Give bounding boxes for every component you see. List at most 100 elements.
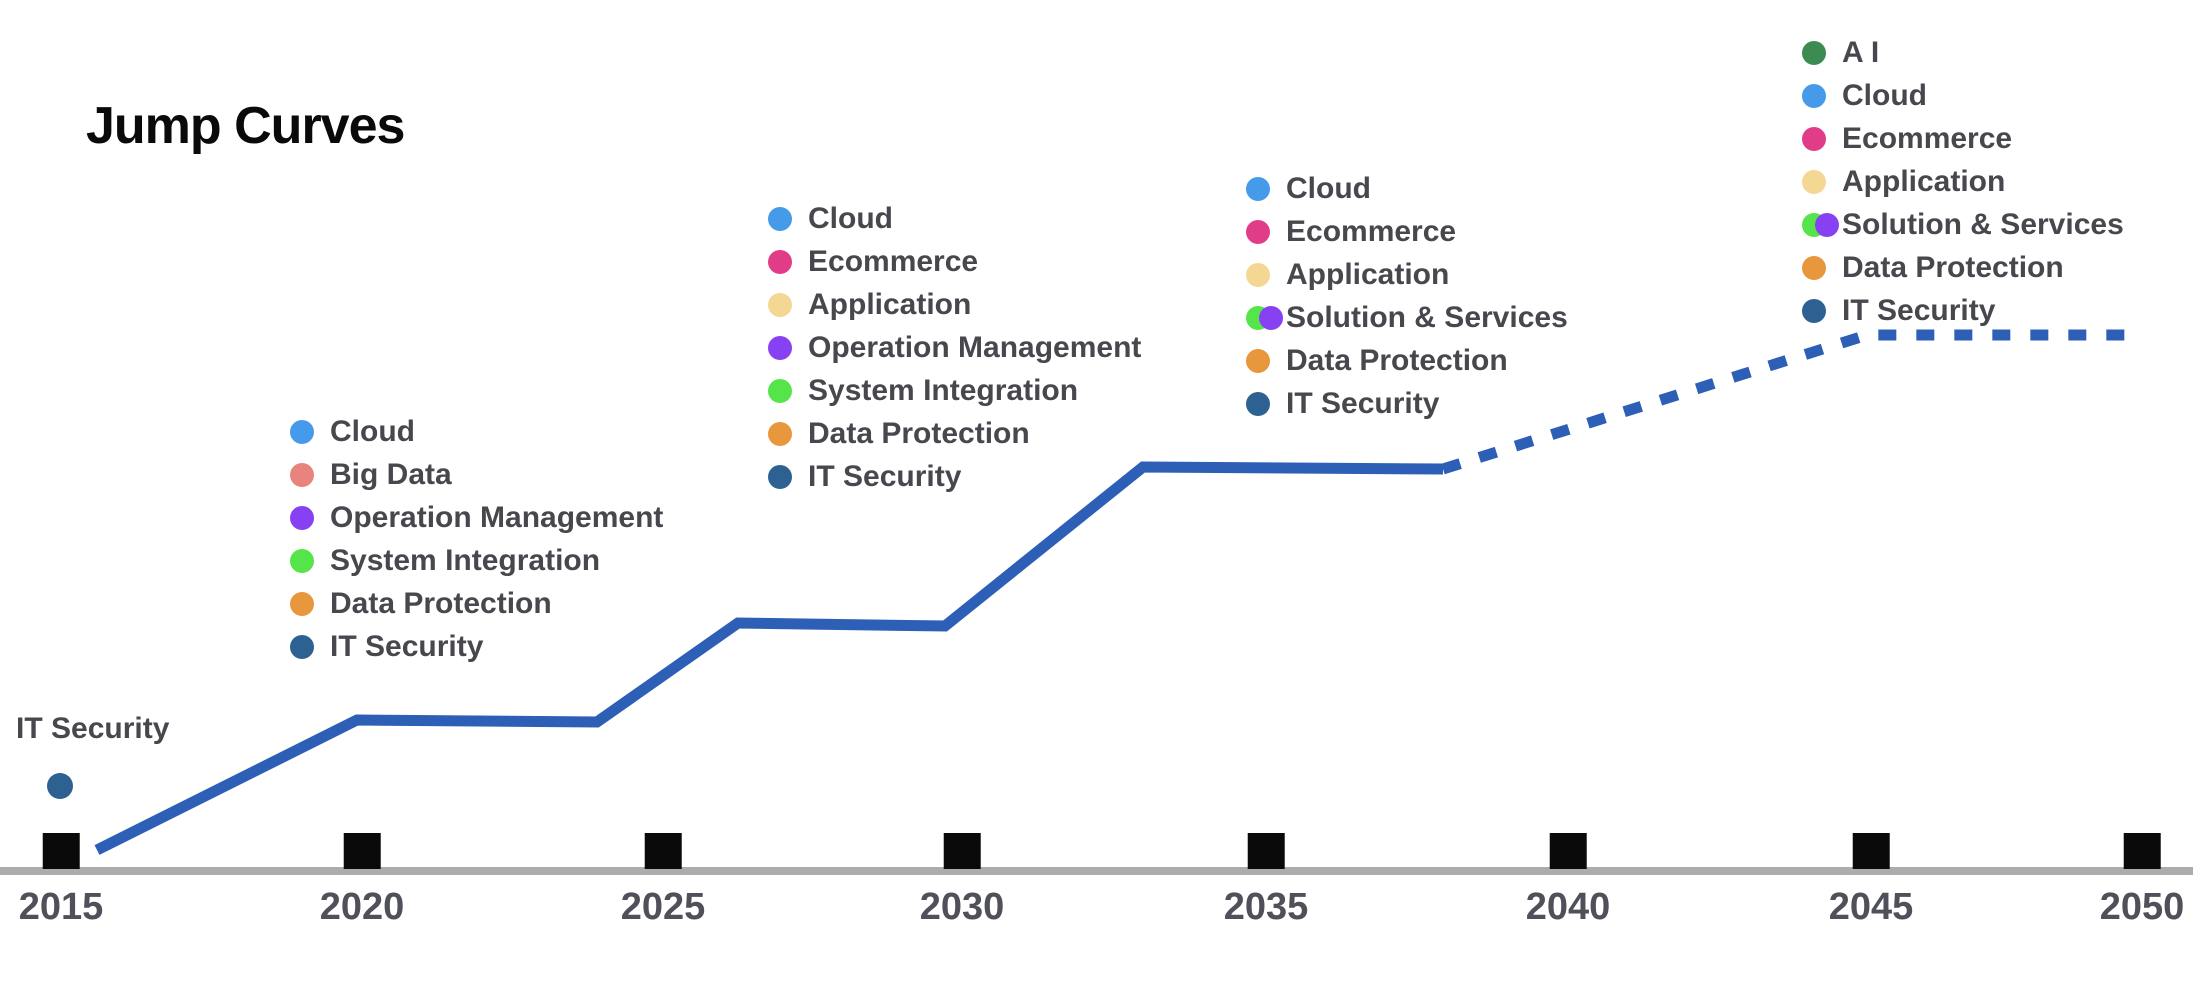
timeline-year: 2035 — [1223, 833, 1309, 929]
category-dot-icon — [768, 464, 792, 489]
year-tick-icon — [343, 833, 381, 869]
legend-group: A I Cloud — [1802, 31, 2124, 332]
category-dot-icon — [290, 505, 314, 530]
legend-item-label: A I — [1842, 35, 1880, 69]
year-tick-icon — [2123, 833, 2161, 869]
legend-dots — [290, 548, 314, 573]
legend-item: Application — [1246, 253, 1568, 296]
legend-group-rows: Cloud Big Data — [290, 410, 663, 668]
legend-group: Cloud Ecommerce — [1246, 167, 1568, 425]
legend-item-label: Application — [1842, 164, 2006, 198]
category-dot-icon — [768, 292, 792, 317]
legend-item-label: Ecommerce — [808, 244, 979, 278]
year-label: 2030 — [919, 886, 1005, 928]
year-tick-icon — [1549, 833, 1587, 869]
legend-item: Operation Management — [768, 326, 1141, 369]
legend-item: IT Security — [1802, 289, 2124, 332]
legend-item-label: Ecommerce — [1842, 121, 2013, 155]
legend-dots — [1802, 255, 1826, 280]
legend-item: IT Security — [768, 455, 1141, 498]
category-dot-icon — [1259, 305, 1283, 330]
legend-item: Solution & Services — [1802, 203, 2124, 246]
legend-item-label: Ecommerce — [1286, 214, 1457, 248]
legend-dot-box — [290, 591, 330, 616]
year-tick-icon — [1247, 833, 1285, 869]
category-dot-icon — [290, 419, 314, 444]
category-dot-icon — [1815, 212, 1839, 237]
year-label: 2035 — [1223, 886, 1309, 928]
legend-item: Application — [768, 283, 1141, 326]
legend-dot-box — [290, 462, 330, 487]
legend-item: System Integration — [290, 539, 663, 582]
year-tick-icon — [42, 833, 80, 869]
timeline-year: 2045 — [1829, 833, 1913, 929]
category-dot-icon — [1246, 176, 1270, 201]
start-category-label: IT Security — [16, 712, 170, 745]
legend-dots — [1246, 176, 1270, 201]
legend-item-label: IT Security — [330, 629, 484, 663]
category-dot-icon — [1246, 348, 1270, 373]
legend-dot-box — [290, 634, 330, 659]
legend-item: Ecommerce — [1246, 210, 1568, 253]
timeline-axis — [0, 867, 2193, 875]
legend-item: IT Security — [1246, 382, 1568, 425]
legend-dots — [290, 591, 314, 616]
legend-dots — [768, 335, 792, 360]
year-tick-icon — [644, 833, 682, 869]
legend-group: Cloud Ecommerce — [768, 197, 1141, 498]
legend-dots — [1246, 348, 1270, 373]
legend-dot-box — [1802, 255, 1842, 280]
timeline-year: 2040 — [1525, 833, 1611, 929]
legend-group-rows: A I Cloud — [1802, 31, 2124, 332]
legend-item: Data Protection — [1802, 246, 2124, 289]
legend-item-label: Cloud — [1286, 171, 1371, 205]
category-dot-icon — [1246, 391, 1270, 416]
legend-item: Data Protection — [290, 582, 663, 625]
legend-item: Solution & Services — [1246, 296, 1568, 339]
legend-dots — [1802, 212, 1839, 237]
legend-item-label: IT Security — [808, 459, 962, 493]
category-dot-icon — [1246, 262, 1270, 287]
legend-item: Operation Management — [290, 496, 663, 539]
timeline-year: 2020 — [320, 833, 404, 929]
legend-dots — [768, 249, 792, 274]
legend-dot-box — [1246, 262, 1286, 287]
legend-item-label: System Integration — [330, 543, 601, 577]
legend-item-label: Big Data — [330, 457, 452, 491]
legend-dots — [290, 505, 314, 530]
legend-dot-box — [768, 206, 808, 231]
legend-dots — [1246, 305, 1283, 330]
legend-group-rows: Cloud Ecommerce — [768, 197, 1141, 498]
legend-dots — [768, 206, 792, 231]
legend-group: Cloud Big Data — [290, 410, 663, 668]
category-dot-icon — [1802, 255, 1826, 280]
legend-item-label: Solution & Services — [1286, 300, 1568, 334]
legend-dots — [1802, 126, 1826, 151]
legend-dot-box — [1802, 212, 1842, 237]
category-dot-icon — [1802, 169, 1826, 194]
category-dot-icon — [768, 378, 792, 403]
legend-dot-box — [290, 548, 330, 573]
category-dot-icon — [1802, 40, 1826, 65]
legend-dot-box — [1802, 298, 1842, 323]
curve-dashed-line — [1441, 329, 2127, 475]
category-dot-icon — [290, 548, 314, 573]
legend-dots — [768, 464, 792, 489]
legend-dot-box — [1246, 305, 1286, 330]
curve-solid-line — [94, 461, 1444, 855]
year-label: 2040 — [1525, 886, 1611, 928]
legend-dots — [1246, 391, 1270, 416]
legend-dots — [768, 292, 792, 317]
legend-dots — [1246, 219, 1270, 244]
legend-item: Data Protection — [768, 412, 1141, 455]
legend-item-label: Cloud — [1842, 78, 1927, 112]
legend-dot-box — [768, 292, 808, 317]
legend-dot-box — [1802, 83, 1842, 108]
legend-dot-box — [290, 419, 330, 444]
category-dot-icon — [1802, 126, 1826, 151]
legend-dot-box — [768, 464, 808, 489]
legend-dots — [1802, 169, 1826, 194]
legend-dots — [290, 419, 314, 444]
legend-item-label: IT Security — [1286, 386, 1440, 420]
